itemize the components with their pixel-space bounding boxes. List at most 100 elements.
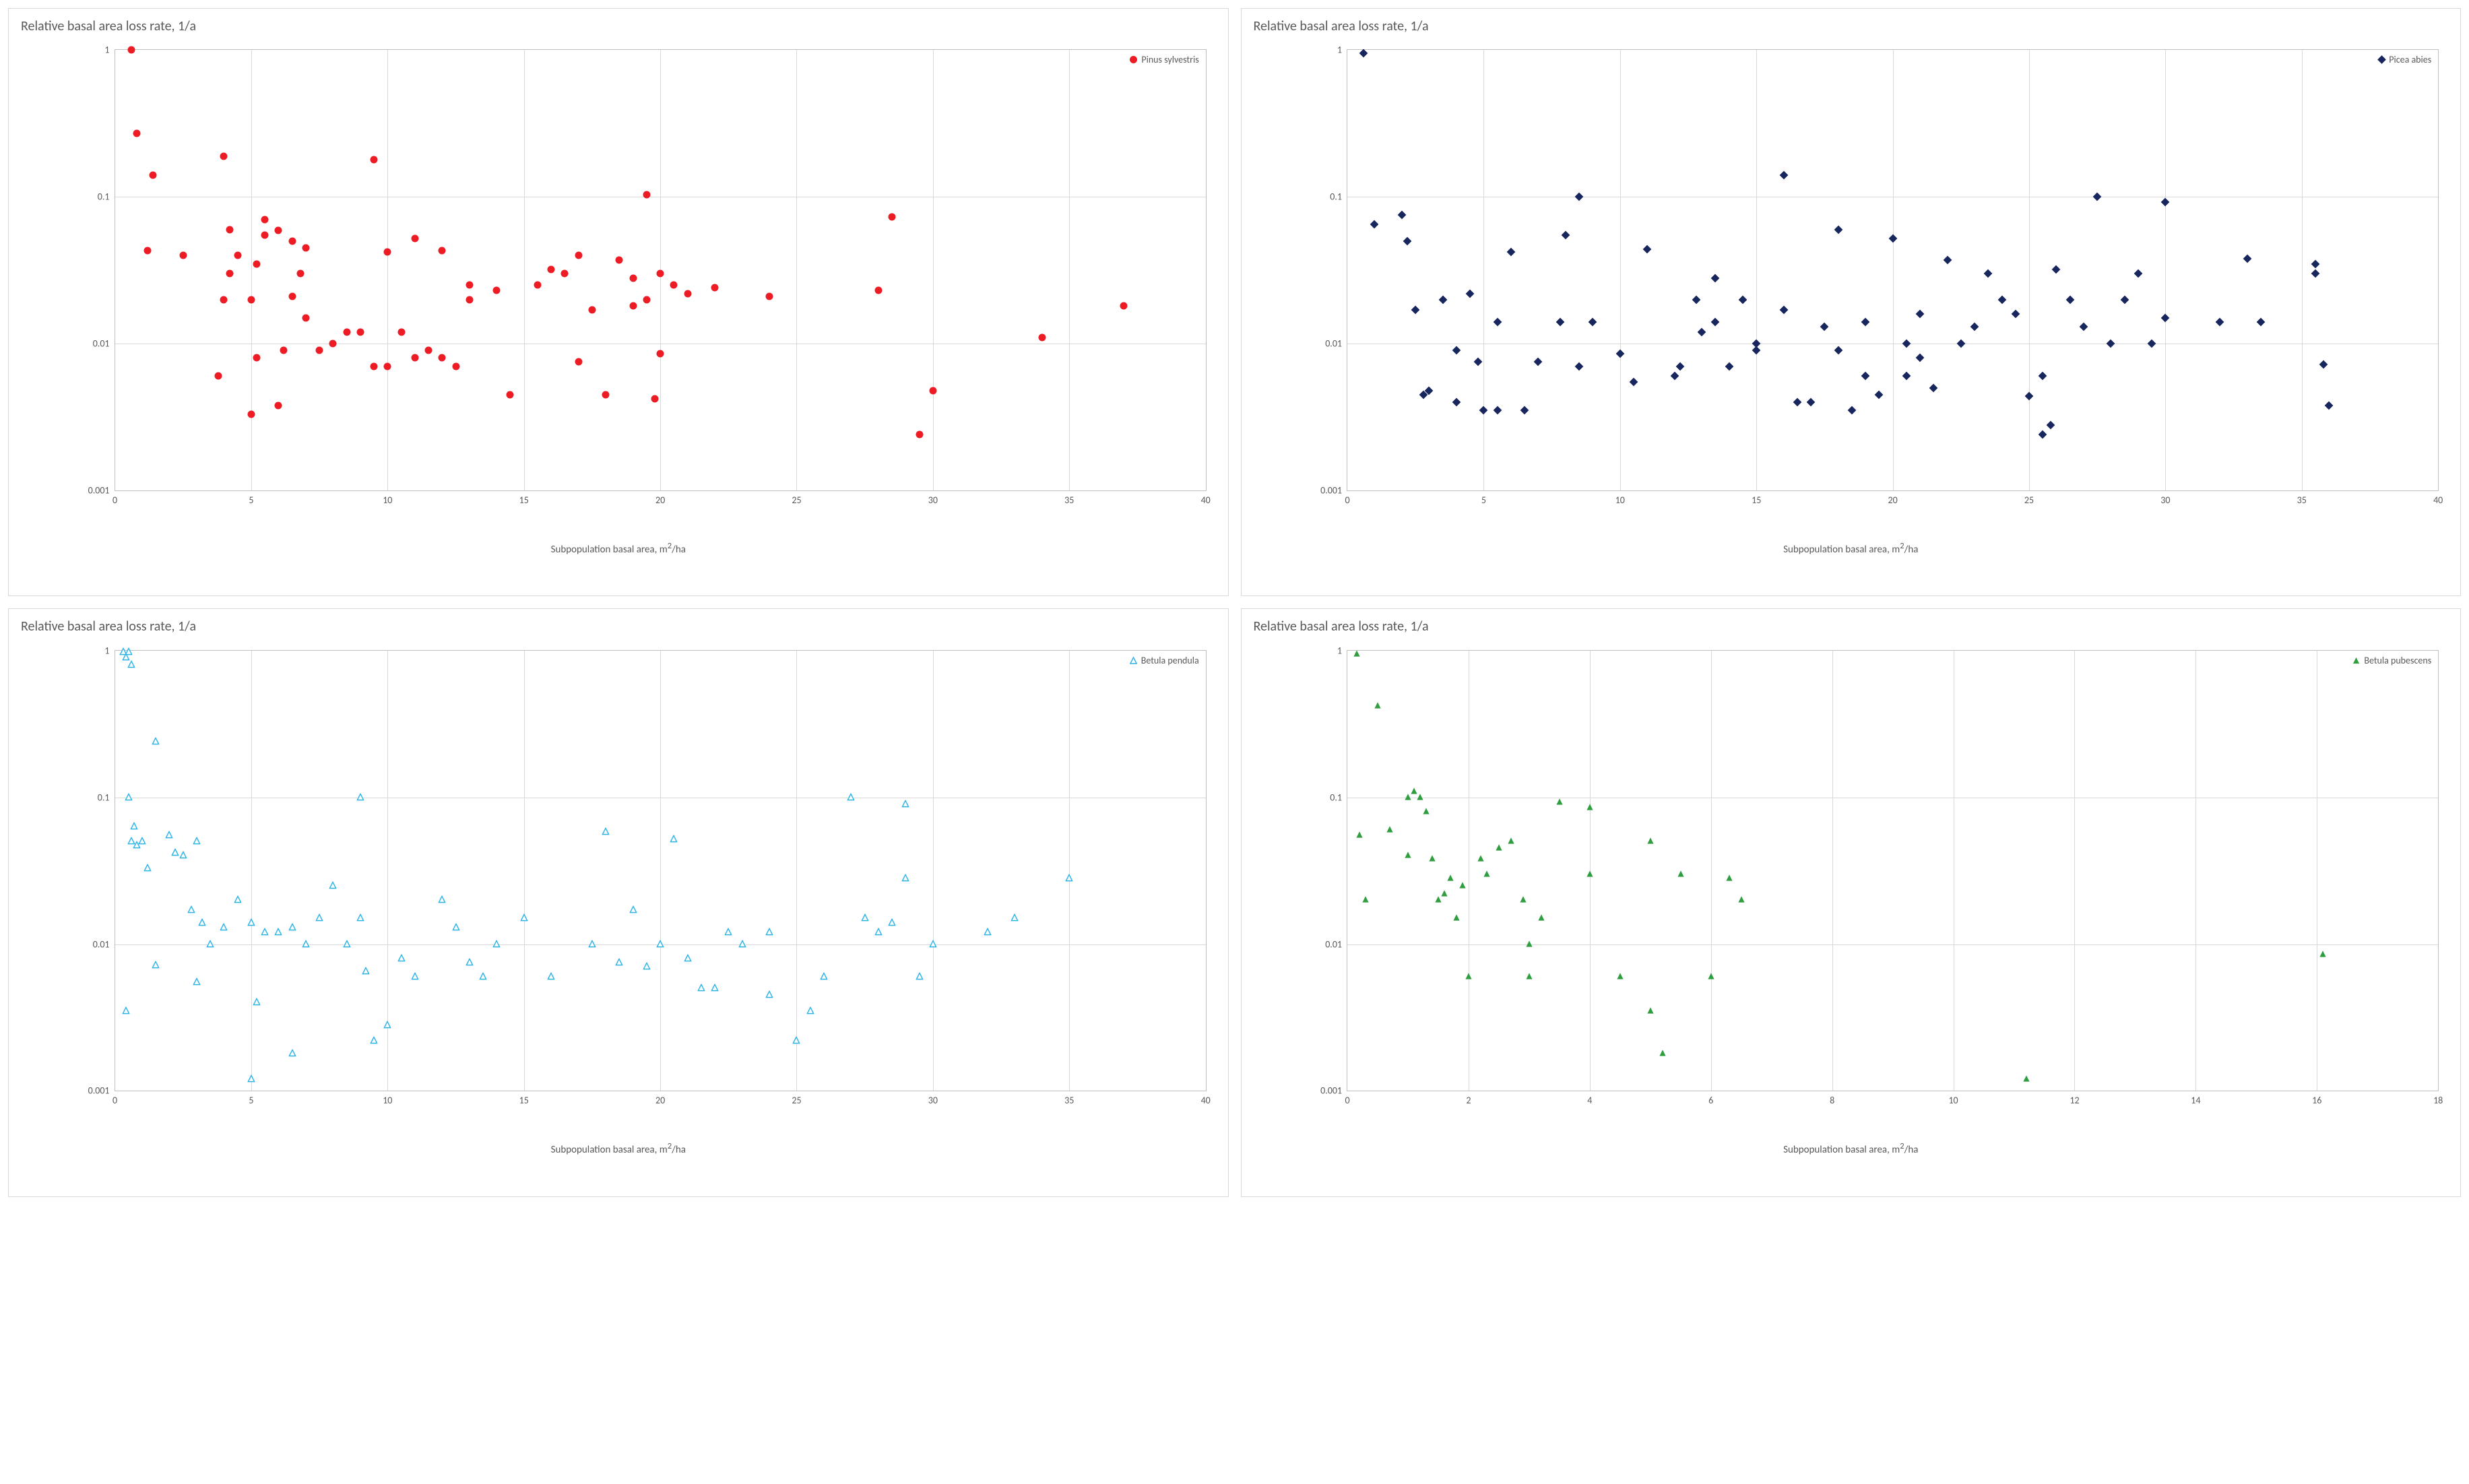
legend-label: Betula pubescens xyxy=(2364,655,2431,666)
data-point xyxy=(984,926,991,939)
data-point xyxy=(1556,318,1564,327)
data-point xyxy=(2107,340,2115,348)
data-point xyxy=(152,735,160,748)
data-point xyxy=(1834,225,1842,234)
grid-line-v xyxy=(2302,50,2303,490)
data-point xyxy=(643,191,650,199)
data-point xyxy=(2311,269,2320,278)
data-point xyxy=(1534,358,1543,366)
data-point xyxy=(1537,912,1545,925)
x-tick-label: 20 xyxy=(655,1091,665,1106)
x-tick-label: 10 xyxy=(1615,490,1625,506)
data-point xyxy=(1834,346,1842,355)
data-point xyxy=(575,358,582,366)
data-point xyxy=(2022,1073,2030,1086)
data-point xyxy=(874,287,882,294)
x-tick-label: 15 xyxy=(519,1091,529,1106)
data-point xyxy=(1586,868,1593,880)
data-point xyxy=(247,1073,255,1086)
data-point xyxy=(1465,970,1472,983)
data-point xyxy=(2216,318,2224,327)
y-tick-label: 0.1 xyxy=(1330,792,1347,803)
data-point xyxy=(1589,318,1597,327)
data-point xyxy=(1707,970,1714,983)
data-point xyxy=(1575,362,1584,370)
grid-line-v xyxy=(1756,50,1757,490)
legend: Pinus sylvestris xyxy=(1130,54,1198,65)
data-point xyxy=(316,347,323,354)
plot-box: 05101520253035400.0010.010.11Betula pend… xyxy=(115,650,1207,1092)
x-tick-label: 5 xyxy=(1481,490,1486,506)
data-point xyxy=(411,235,418,243)
data-point xyxy=(684,952,691,965)
legend: Betula pubescens xyxy=(2352,655,2431,666)
data-point xyxy=(2080,323,2088,331)
data-point xyxy=(1452,346,1461,355)
grid-line-v xyxy=(1711,651,1712,1091)
data-point xyxy=(1011,912,1019,925)
data-point xyxy=(493,938,501,950)
y-tick-label: 0.01 xyxy=(1325,338,1347,350)
data-point xyxy=(215,373,222,380)
data-point xyxy=(507,391,514,398)
grid-line-v xyxy=(251,651,252,1091)
data-point xyxy=(2257,318,2266,327)
data-point xyxy=(171,846,179,859)
data-point xyxy=(2039,430,2047,439)
data-point xyxy=(1888,234,1897,243)
y-tick-label: 1 xyxy=(104,44,115,56)
x-axis-label: Subpopulation basal area, m2/ha xyxy=(1783,541,1918,556)
data-point xyxy=(902,798,909,810)
data-point xyxy=(234,251,241,259)
grid-line-v xyxy=(796,50,797,490)
data-point xyxy=(766,926,773,939)
plot-box: 05101520253035400.0010.010.11Pinus sylve… xyxy=(115,49,1207,491)
data-point xyxy=(493,287,501,294)
x-tick-label: 5 xyxy=(249,1091,253,1106)
data-point xyxy=(220,296,228,303)
x-tick-label: 12 xyxy=(2070,1091,2079,1106)
x-tick-label: 4 xyxy=(1587,1091,1592,1106)
data-point xyxy=(439,247,446,255)
x-tick-label: 8 xyxy=(1830,1091,1834,1106)
data-point xyxy=(2039,372,2047,381)
data-point xyxy=(1725,872,1733,885)
data-point xyxy=(362,965,369,978)
x-axis-label: Subpopulation basal area, m2/ha xyxy=(551,541,686,556)
legend: Betula pendula xyxy=(1130,655,1199,666)
data-point xyxy=(226,226,233,233)
grid-line-h xyxy=(1347,944,2438,945)
data-point xyxy=(711,284,719,292)
data-point xyxy=(1615,350,1624,358)
data-point xyxy=(130,820,137,833)
data-point xyxy=(1646,1004,1654,1017)
data-point xyxy=(1616,970,1624,983)
data-point xyxy=(602,391,610,398)
data-point xyxy=(439,354,446,362)
data-point xyxy=(1779,171,1788,180)
data-point xyxy=(1477,853,1484,866)
chart-area: 05101520253035400.0010.010.11Picea abies… xyxy=(1251,38,2451,590)
data-point xyxy=(1362,894,1370,907)
chart-area: 05101520253035400.0010.010.11Pinus sylve… xyxy=(18,38,1219,590)
data-point xyxy=(207,938,214,950)
panel-pinus: Relative basal area loss rate, 1/a051015… xyxy=(8,8,1229,596)
data-point xyxy=(150,172,157,179)
data-point xyxy=(847,791,855,804)
x-tick-label: 6 xyxy=(1708,1091,1713,1106)
data-point xyxy=(806,1004,814,1017)
data-point xyxy=(1698,327,1706,336)
data-point xyxy=(1677,868,1684,880)
grid-line-v xyxy=(2165,50,2166,490)
data-point xyxy=(643,961,650,973)
data-point xyxy=(1493,318,1502,327)
data-point xyxy=(1670,372,1679,381)
x-tick-label: 10 xyxy=(383,1091,392,1106)
data-point xyxy=(2319,360,2328,369)
data-point xyxy=(1493,406,1502,415)
x-tick-label: 40 xyxy=(1201,490,1211,506)
panel-title: Relative basal area loss rate, 1/a xyxy=(21,618,1219,635)
data-point xyxy=(1422,805,1430,818)
data-point xyxy=(166,829,173,842)
data-point xyxy=(1474,358,1483,366)
